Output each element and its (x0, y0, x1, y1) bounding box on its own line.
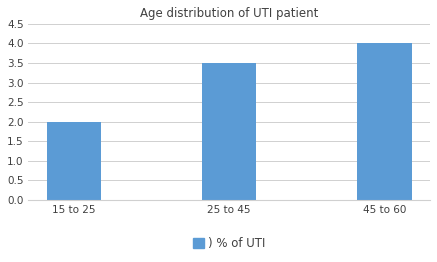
Bar (202, 63, 257, 200)
Legend: ) % of UTI: ) % of UTI (193, 237, 266, 250)
Bar (357, 43, 412, 200)
Bar (47, 122, 101, 200)
Title: Age distribution of UTI patient: Age distribution of UTI patient (140, 7, 319, 20)
